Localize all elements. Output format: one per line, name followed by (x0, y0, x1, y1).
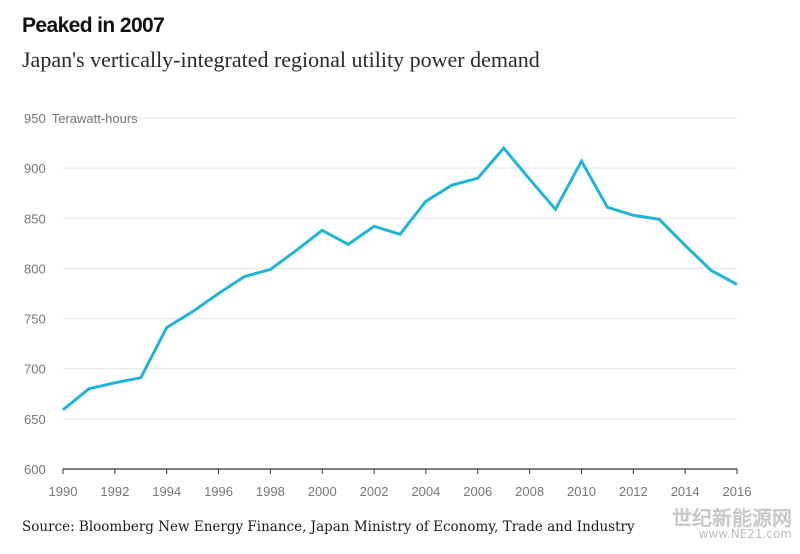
watermark-url: www.NE21.com (698, 527, 792, 541)
y-tick-label: 750 (24, 312, 46, 327)
x-tick-label: 2012 (619, 484, 648, 499)
x-tick-label: 1992 (100, 484, 129, 499)
y-tick-label: 600 (24, 462, 46, 477)
x-tick-label: 1996 (204, 484, 233, 499)
y-tick-label: 650 (24, 412, 46, 427)
x-tick-label: 1998 (256, 484, 285, 499)
x-tick-label: 1990 (49, 484, 78, 499)
y-tick-label: 700 (24, 362, 46, 377)
x-tick-label: 2006 (463, 484, 492, 499)
gridlines (63, 117, 737, 420)
watermark: 世纪新能源网 www.NE21.com (672, 506, 792, 542)
x-tick-label: 2010 (567, 484, 596, 499)
x-tick-label: 2008 (515, 484, 544, 499)
y-tick-label: 900 (24, 161, 46, 176)
series-line (62, 145, 738, 411)
x-tick-label: 1994 (152, 484, 181, 499)
source-note: Source: Bloomberg New Energy Finance, Ja… (22, 519, 635, 535)
x-tick-label: 2002 (360, 484, 389, 499)
y-tick-label: 950 Terawatt-hours (24, 111, 138, 126)
y-tick-label: 800 (24, 261, 46, 276)
series (62, 145, 738, 411)
y-axis: 600 650 700 750 800 850 900 950 Terawatt-hours (24, 111, 138, 477)
x-tick-label: 2016 (723, 484, 752, 499)
chart-subtitle: Japan's vertically-integrated regional u… (22, 47, 540, 72)
x-tick-label: 2004 (411, 484, 440, 499)
x-axis: 1990 1992 1994 1996 1998 2000 2002 2004 2006 2008… (49, 468, 752, 499)
y-tick-label: 850 (24, 211, 46, 226)
x-tick-label: 2014 (671, 484, 700, 499)
chart-title: Peaked in 2007 (22, 14, 165, 37)
watermark-text: 世纪新能源网 (672, 506, 792, 530)
x-tick-label: 2000 (308, 484, 337, 499)
y-axis-unit: Terawatt-hours (52, 111, 138, 126)
